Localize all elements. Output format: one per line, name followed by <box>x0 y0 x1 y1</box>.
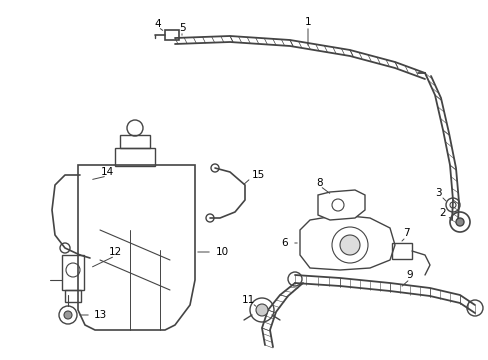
Text: 6: 6 <box>281 238 288 248</box>
Bar <box>115 148 155 166</box>
Bar <box>120 135 150 148</box>
Polygon shape <box>299 215 394 270</box>
Text: 4: 4 <box>154 19 161 29</box>
Circle shape <box>339 235 359 255</box>
Text: 15: 15 <box>251 170 264 180</box>
Text: 10: 10 <box>215 247 228 257</box>
Text: 9: 9 <box>406 270 412 280</box>
Circle shape <box>256 304 267 316</box>
Bar <box>65 290 81 302</box>
Bar <box>164 30 179 40</box>
Bar <box>62 255 84 290</box>
Bar <box>391 243 411 259</box>
Text: 14: 14 <box>100 167 113 177</box>
Text: 3: 3 <box>434 188 440 198</box>
Text: 8: 8 <box>316 178 323 188</box>
Text: 13: 13 <box>93 310 106 320</box>
Text: 7: 7 <box>402 228 408 238</box>
Circle shape <box>455 218 463 226</box>
Text: 11: 11 <box>241 295 254 305</box>
Circle shape <box>64 311 72 319</box>
Polygon shape <box>317 190 364 220</box>
Text: 5: 5 <box>178 23 185 33</box>
Text: 2: 2 <box>439 208 446 218</box>
Text: 12: 12 <box>108 247 122 257</box>
Text: 1: 1 <box>304 17 311 27</box>
Polygon shape <box>78 165 195 330</box>
